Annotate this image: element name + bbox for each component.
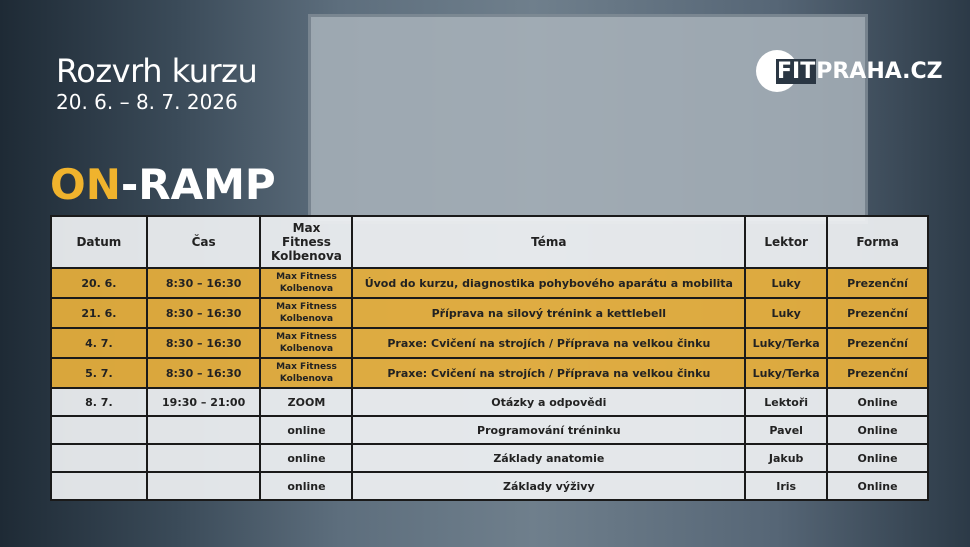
background-whiteboard bbox=[308, 14, 868, 224]
cell-lektor: Lektoři bbox=[744, 387, 829, 417]
table-row: online Základy výživy Iris Online bbox=[50, 471, 929, 501]
table-row: online Programování tréninku Pavel Online bbox=[50, 415, 929, 445]
cell-cas: 8:30 – 16:30 bbox=[145, 267, 262, 299]
cell-datum bbox=[50, 443, 148, 473]
table-row: 4. 7. 8:30 – 16:30 Max Fitness Kolbenova Pr… bbox=[50, 327, 929, 359]
cell-forma: Prezenční bbox=[826, 297, 929, 329]
cell-cas bbox=[145, 471, 262, 501]
cell-forma: Online bbox=[826, 443, 929, 473]
cell-tema: Úvod do kurzu, diagnostika pohybového ap… bbox=[351, 267, 747, 299]
course-name-rest: -RAMP bbox=[120, 160, 276, 209]
cell-tema: Programování tréninku bbox=[351, 415, 747, 445]
cell-datum: 20. 6. bbox=[50, 267, 148, 299]
cell-cas: 19:30 – 21:00 bbox=[145, 387, 262, 417]
cell-lektor: Luky/Terka bbox=[744, 357, 829, 389]
cell-misto: Max Fitness Kolbenova bbox=[259, 297, 354, 329]
logo-fit: FIT bbox=[776, 58, 817, 84]
header-tema: Téma bbox=[351, 215, 747, 269]
cell-tema: Základy výživy bbox=[351, 471, 747, 501]
cell-datum: 5. 7. bbox=[50, 357, 148, 389]
cell-tema: Praxe: Cvičení na strojích / Příprava na… bbox=[351, 357, 747, 389]
cell-lektor: Luky bbox=[744, 297, 829, 329]
cell-cas: 8:30 – 16:30 bbox=[145, 327, 262, 359]
cell-misto: Max Fitness Kolbenova bbox=[259, 327, 354, 359]
date-range: 20. 6. – 8. 7. 2026 bbox=[56, 90, 238, 114]
cell-tema: Základy anatomie bbox=[351, 443, 747, 473]
cell-forma: Prezenční bbox=[826, 267, 929, 299]
cell-forma: Prezenční bbox=[826, 357, 929, 389]
cell-misto: Max Fitness Kolbenova bbox=[259, 357, 354, 389]
cell-datum: 4. 7. bbox=[50, 327, 148, 359]
cell-misto: online bbox=[259, 443, 354, 473]
cell-tema: Příprava na silový trénink a kettlebell bbox=[351, 297, 747, 329]
cell-lektor: Iris bbox=[744, 471, 829, 501]
cell-forma: Prezenční bbox=[826, 327, 929, 359]
cell-tema: Praxe: Cvičení na strojích / Příprava na… bbox=[351, 327, 747, 359]
cell-cas: 8:30 – 16:30 bbox=[145, 357, 262, 389]
logo-text: PRAHA.CZ bbox=[816, 58, 943, 84]
schedule-table: Datum Čas Max Fitness Kolbenova Téma Lek… bbox=[50, 215, 929, 501]
cell-forma: Online bbox=[826, 471, 929, 501]
cell-cas bbox=[145, 443, 262, 473]
cell-misto: online bbox=[259, 415, 354, 445]
table-row: 20. 6. 8:30 – 16:30 Max Fitness Kolbenova Ú… bbox=[50, 267, 929, 299]
header-forma: Forma bbox=[826, 215, 929, 269]
page-title: Rozvrh kurzu bbox=[56, 52, 258, 90]
cell-misto: Max Fitness Kolbenova bbox=[259, 267, 354, 299]
cell-datum: 8. 7. bbox=[50, 387, 148, 417]
cell-cas: 8:30 – 16:30 bbox=[145, 297, 262, 329]
cell-datum: 21. 6. bbox=[50, 297, 148, 329]
table-row: online Základy anatomie Jakub Online bbox=[50, 443, 929, 473]
cell-datum bbox=[50, 471, 148, 501]
cell-lektor: Luky/Terka bbox=[744, 327, 829, 359]
table-row: 5. 7. 8:30 – 16:30 Max Fitness Kolbenova Pr… bbox=[50, 357, 929, 389]
table-header: Datum Čas Max Fitness Kolbenova Téma Lek… bbox=[50, 215, 929, 269]
cell-lektor: Luky bbox=[744, 267, 829, 299]
header-misto: Max Fitness Kolbenova bbox=[259, 215, 354, 269]
table-row: 21. 6. 8:30 – 16:30 Max Fitness Kolbenova P… bbox=[50, 297, 929, 329]
table-row: 8. 7. 19:30 – 21:00 ZOOM Otázky a odpovědi L… bbox=[50, 387, 929, 417]
fitpraha-logo: FIT PRAHA.CZ bbox=[756, 50, 943, 92]
cell-cas bbox=[145, 415, 262, 445]
cell-forma: Online bbox=[826, 415, 929, 445]
header-lektor: Lektor bbox=[744, 215, 829, 269]
cell-lektor: Pavel bbox=[744, 415, 829, 445]
header-datum: Datum bbox=[50, 215, 148, 269]
cell-misto: online bbox=[259, 471, 354, 501]
cell-misto: ZOOM bbox=[259, 387, 354, 417]
course-name-on: ON bbox=[50, 160, 121, 209]
cell-datum bbox=[50, 415, 148, 445]
cell-lektor: Jakub bbox=[744, 443, 829, 473]
cell-forma: Online bbox=[826, 387, 929, 417]
course-name: ON-RAMP bbox=[50, 160, 276, 209]
cell-tema: Otázky a odpovědi bbox=[351, 387, 747, 417]
header-cas: Čas bbox=[145, 215, 262, 269]
